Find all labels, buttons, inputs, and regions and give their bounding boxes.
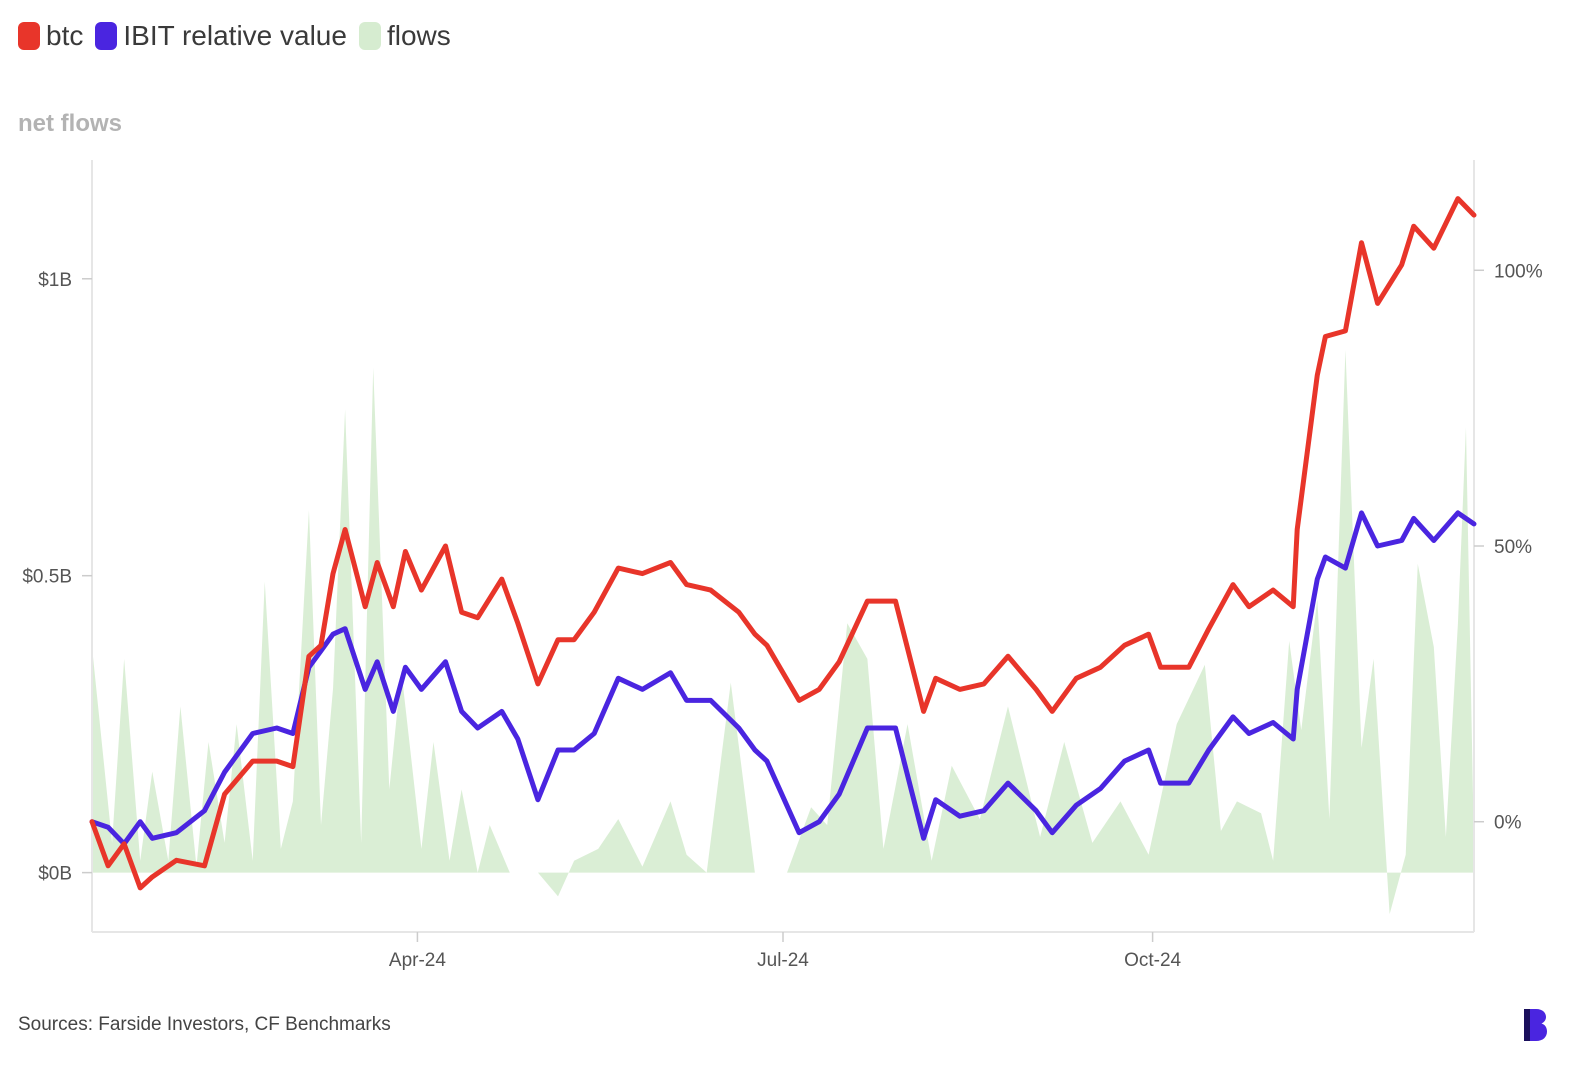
legend-item-ibit[interactable]: IBIT relative value <box>95 20 347 52</box>
left-axis-tick-label: $0.5B <box>22 567 72 588</box>
right-axis-tick-label: 0% <box>1494 813 1522 834</box>
x-axis-tick-label: Oct-24 <box>1124 950 1181 971</box>
legend-swatch-btc <box>18 22 40 50</box>
btc-line-series <box>89 196 1477 891</box>
right-axis-tick-label: 100% <box>1494 261 1543 282</box>
chart-subtitle: net flows <box>18 110 123 137</box>
legend-item-btc[interactable]: btc <box>18 20 83 52</box>
left-axis-tick-label: $1B <box>38 270 72 291</box>
legend: btc IBIT relative value flows <box>18 20 451 52</box>
legend-label-flows: flows <box>386 20 451 51</box>
legend-swatch-ibit <box>95 22 118 50</box>
legend-swatch-flows <box>358 22 381 50</box>
source-note: Sources: Farside Investors, CF Benchmark… <box>18 1014 391 1035</box>
legend-item-flows[interactable]: flows <box>358 20 451 52</box>
x-axis-tick-label: Jul-24 <box>757 950 809 971</box>
right-axis-tick-label: 50% <box>1494 537 1532 558</box>
left-axis-tick-label: $0B <box>38 864 72 885</box>
brand-b-logo-icon <box>1524 1009 1547 1041</box>
ibit-line-series <box>89 510 1477 847</box>
x-axis-tick-label: Apr-24 <box>389 950 446 971</box>
legend-label-ibit: IBIT relative value <box>123 20 347 51</box>
legend-label-btc: btc <box>46 20 84 51</box>
flows-area-series <box>92 350 1474 915</box>
